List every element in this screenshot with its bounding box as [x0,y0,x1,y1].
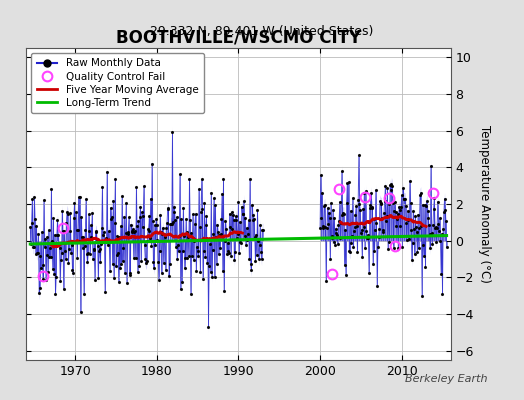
Title: BOOTHVILLE/WSCMO CITY: BOOTHVILLE/WSCMO CITY [116,28,361,46]
Y-axis label: Temperature Anomaly (°C): Temperature Anomaly (°C) [477,125,490,283]
Text: 29.332 N, 89.401 W (United States): 29.332 N, 89.401 W (United States) [150,26,374,38]
Legend: Raw Monthly Data, Quality Control Fail, Five Year Moving Average, Long-Term Tren: Raw Monthly Data, Quality Control Fail, … [31,53,204,113]
Text: Berkeley Earth: Berkeley Earth [405,374,487,384]
